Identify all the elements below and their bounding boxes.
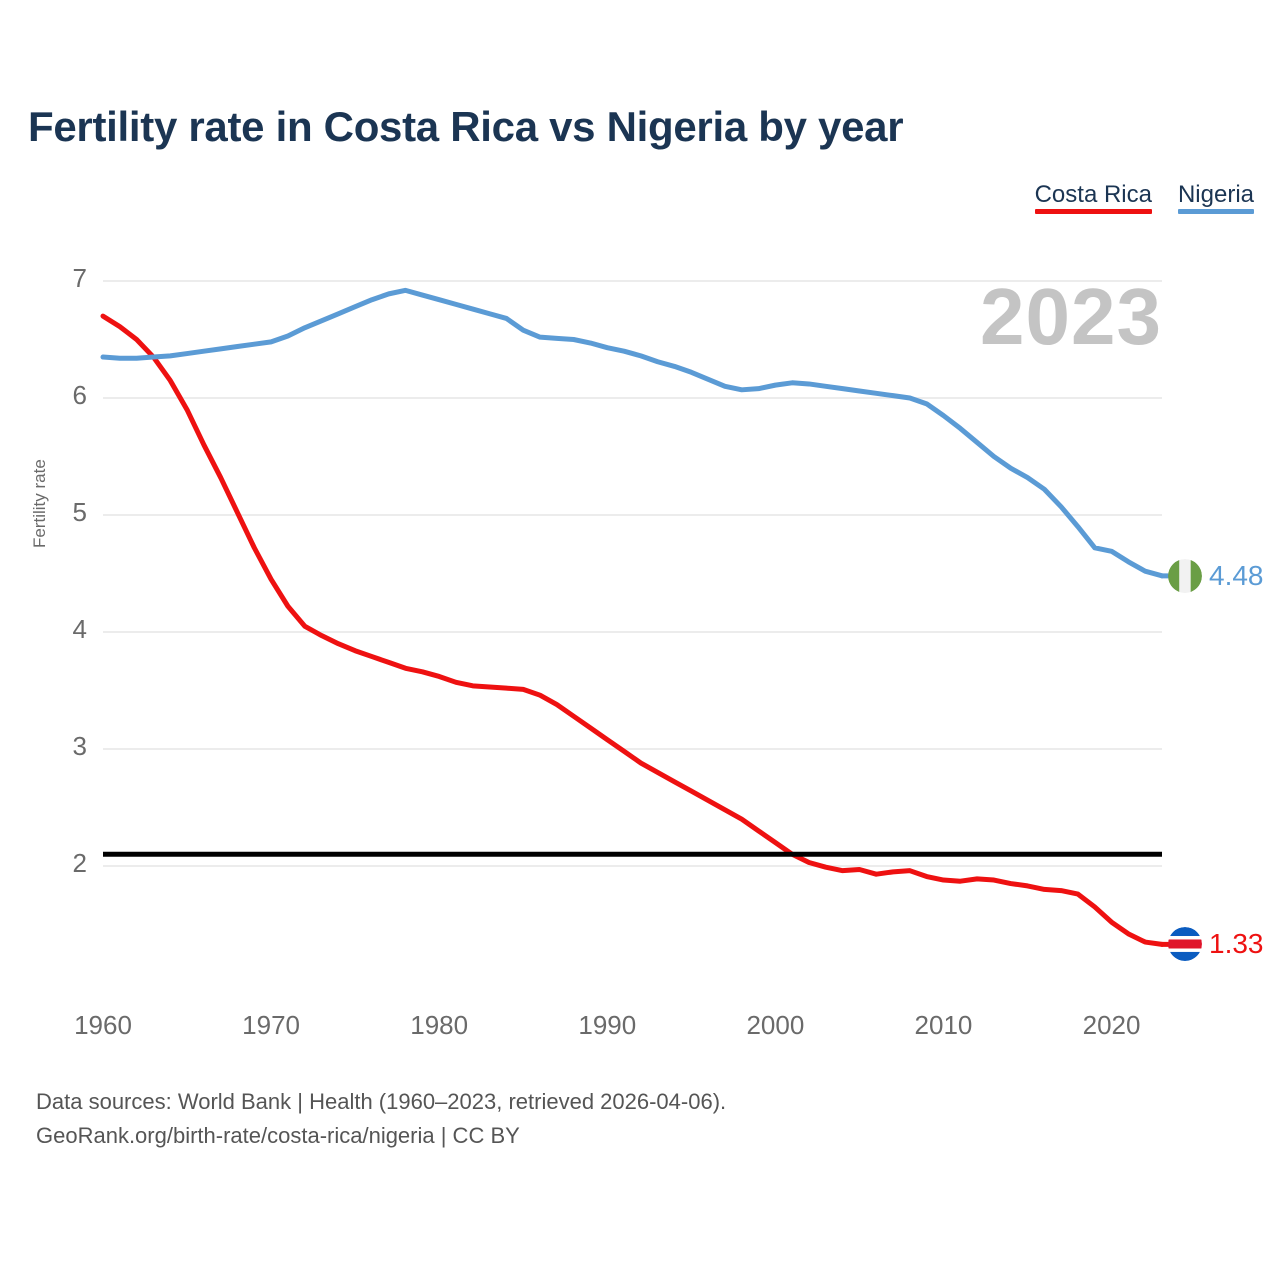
y-tick-2: 2 [72, 848, 87, 878]
x-tick-1970: 1970 [242, 1010, 301, 1040]
legend-label-costa-rica: Costa Rica [1034, 181, 1152, 208]
y-tick-5: 5 [72, 497, 87, 527]
footer-line-sources: Data sources: World Bank | Health (1960–… [36, 1089, 727, 1114]
x-tick-2010: 2010 [914, 1010, 973, 1040]
x-tick-2000: 2000 [746, 1010, 805, 1040]
y-tick-6: 6 [72, 380, 87, 410]
legend-swatch-costa-rica [1034, 209, 1152, 215]
legend-label-nigeria: Nigeria [1177, 181, 1254, 208]
x-tick-1980: 1980 [410, 1010, 469, 1040]
year-watermark: 2023 [980, 272, 1162, 361]
nigeria-endpoint: 4.48 [1168, 558, 1264, 593]
footer-attribution: Data sources: World Bank | Health (1960–… [36, 1085, 726, 1153]
nigeria-endpoint-value: 4.48 [1209, 559, 1264, 591]
legend-item-nigeria[interactable]: Nigeria [1177, 181, 1254, 215]
x-tick-1960: 1960 [74, 1010, 132, 1040]
y-tick-4: 4 [72, 614, 87, 644]
y-tick-3: 3 [72, 731, 87, 761]
costa-rica-flag-icon [1168, 927, 1202, 962]
legend-item-costa-rica[interactable]: Costa Rica [1034, 181, 1152, 215]
costa-rica-endpoint: 1.33 [1168, 927, 1264, 962]
chart-legend: Costa Rica Nigeria [1034, 181, 1254, 215]
y-tick-7: 7 [72, 263, 87, 293]
series-line-nigeria [100, 287, 1165, 579]
series-lines [100, 287, 1165, 947]
x-tick-2020: 2020 [1082, 1010, 1141, 1040]
x-tick-1990: 1990 [578, 1010, 637, 1040]
page-title: Fertility rate in Costa Rica vs Nigeria … [28, 103, 904, 150]
nigeria-flag-icon [1168, 558, 1202, 593]
endpoint-connectors [1159, 573, 1173, 947]
costa-rica-endpoint-value: 1.33 [1209, 928, 1264, 960]
legend-swatch-nigeria [1177, 209, 1254, 215]
gridlines [103, 280, 1162, 867]
series-line-costa-rica [100, 313, 1165, 947]
footer-line-url[interactable]: GeoRank.org/birth-rate/costa-rica/nigeri… [36, 1123, 520, 1149]
